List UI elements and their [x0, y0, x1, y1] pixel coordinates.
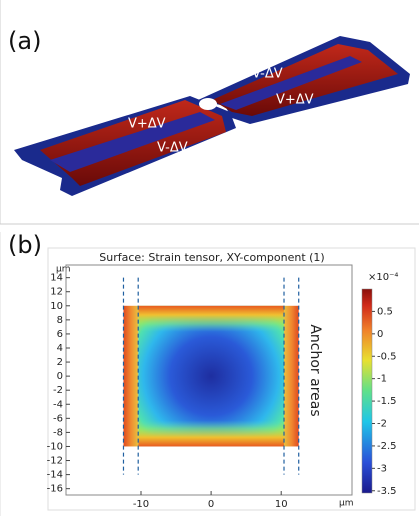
annotation: V-ΔV [157, 141, 188, 156]
annotation: V-ΔV [252, 67, 283, 82]
x-unit: µm [339, 499, 354, 509]
colorbar [361, 288, 373, 494]
field-anchor [284, 305, 299, 447]
panel-frame [0, 0, 419, 225]
colorbar-tick-label: 0.5 [377, 306, 393, 317]
x-tick-label: -10 [133, 499, 149, 510]
panel-frame [0, 232, 416, 516]
y-unit: µm [56, 265, 71, 275]
y-tick-label: 10 [50, 301, 63, 312]
y-tick-label: 0 [57, 371, 63, 382]
y-tick-label: -6 [53, 413, 63, 424]
gap [50, 112, 215, 172]
y-tick-label: 4 [57, 343, 63, 354]
y-tick-label: -14 [47, 470, 63, 481]
colorbar-tick-label: -2.5 [377, 441, 397, 452]
colorbar-tick-label: -3 [377, 463, 387, 474]
annotation: V+ΔV [276, 93, 314, 108]
panel-label: (b) [8, 231, 42, 259]
x-tick-label: 0 [208, 499, 214, 510]
y-tick-label: 14 [50, 273, 63, 284]
field-top [138, 305, 285, 332]
plot-frame [65, 264, 353, 496]
panel-b: (b) Surface: Strain tensor, XY-component… [0, 231, 416, 516]
annotation: Anchor areas [307, 324, 323, 416]
hole [199, 98, 217, 110]
colorbar-tick-label: 0 [377, 329, 383, 340]
y-tick-label: -2 [53, 385, 63, 396]
annotation: V+ΔV [128, 117, 166, 132]
colorbar-tick-label: -3.5 [377, 486, 397, 497]
y-tick-label: 12 [50, 287, 63, 298]
field-anchor [123, 305, 139, 447]
y-tick-label: -16 [47, 484, 63, 495]
y-tick-label: -10 [47, 441, 63, 452]
panel-label: (a) [8, 27, 41, 55]
colorbar-label: ×10⁻⁴ [368, 272, 398, 283]
chart-title: Surface: Strain tensor, XY-component (1) [99, 251, 324, 264]
x-tick-label: 10 [275, 499, 288, 510]
y-tick-label: -8 [53, 427, 63, 438]
colorbar-tick-label: -2 [377, 419, 387, 430]
gap [220, 56, 362, 110]
y-tick-label: 2 [57, 357, 63, 368]
y-tick-label: 8 [57, 315, 63, 326]
field-bottom [138, 420, 285, 447]
colorbar-tick-label: -0.5 [377, 351, 397, 362]
colorbar-tick-label: -1.5 [377, 396, 397, 407]
colorbar-tick-label: -1 [377, 374, 387, 385]
panel-a: (a) V+ΔV V-ΔV V-ΔV V+ΔV [0, 0, 419, 225]
y-tick-label: 6 [57, 329, 63, 340]
y-tick-label: -12 [47, 456, 63, 467]
y-tick-label: -4 [53, 399, 63, 410]
